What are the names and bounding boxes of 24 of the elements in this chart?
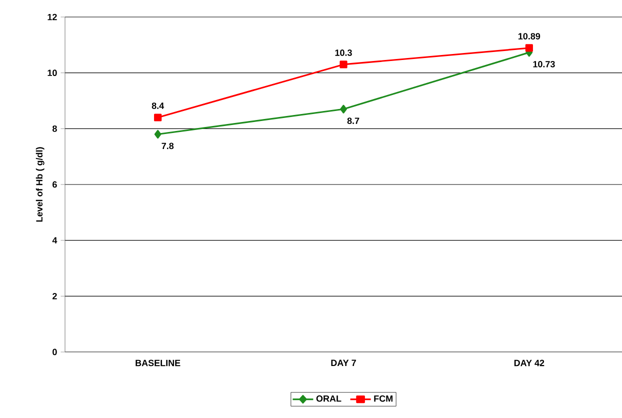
data-label: 10.89 bbox=[518, 33, 540, 40]
y-axis-title: Level of Hb ( g/dl) bbox=[36, 147, 44, 222]
y-tick-label: 2 bbox=[52, 293, 57, 300]
y-tick-label: 4 bbox=[52, 237, 58, 244]
point bbox=[154, 130, 162, 139]
data-label: 8.4 bbox=[152, 102, 164, 109]
y-tick-label: 12 bbox=[48, 14, 57, 20]
x-tick-label: BASELINE bbox=[136, 360, 180, 366]
point bbox=[154, 114, 162, 122]
data-label: 7.8 bbox=[162, 142, 174, 150]
y-tick-label: 10 bbox=[48, 70, 57, 76]
legend-label: ORAL bbox=[316, 395, 342, 402]
data-label: 10.3 bbox=[335, 50, 352, 56]
data-label: 10.73 bbox=[533, 60, 555, 68]
y-tick-label: 6 bbox=[52, 181, 57, 188]
point bbox=[340, 60, 348, 68]
point bbox=[525, 44, 533, 52]
legend-label: FCM bbox=[374, 395, 392, 402]
y-tick-label: 8 bbox=[52, 125, 57, 132]
data-label: 8.7 bbox=[347, 118, 360, 124]
x-tick-label: DAY 42 bbox=[514, 360, 544, 366]
x-tick-label: DAY 7 bbox=[331, 360, 356, 366]
point bbox=[340, 104, 347, 114]
y-tick-label: 0 bbox=[52, 348, 57, 356]
